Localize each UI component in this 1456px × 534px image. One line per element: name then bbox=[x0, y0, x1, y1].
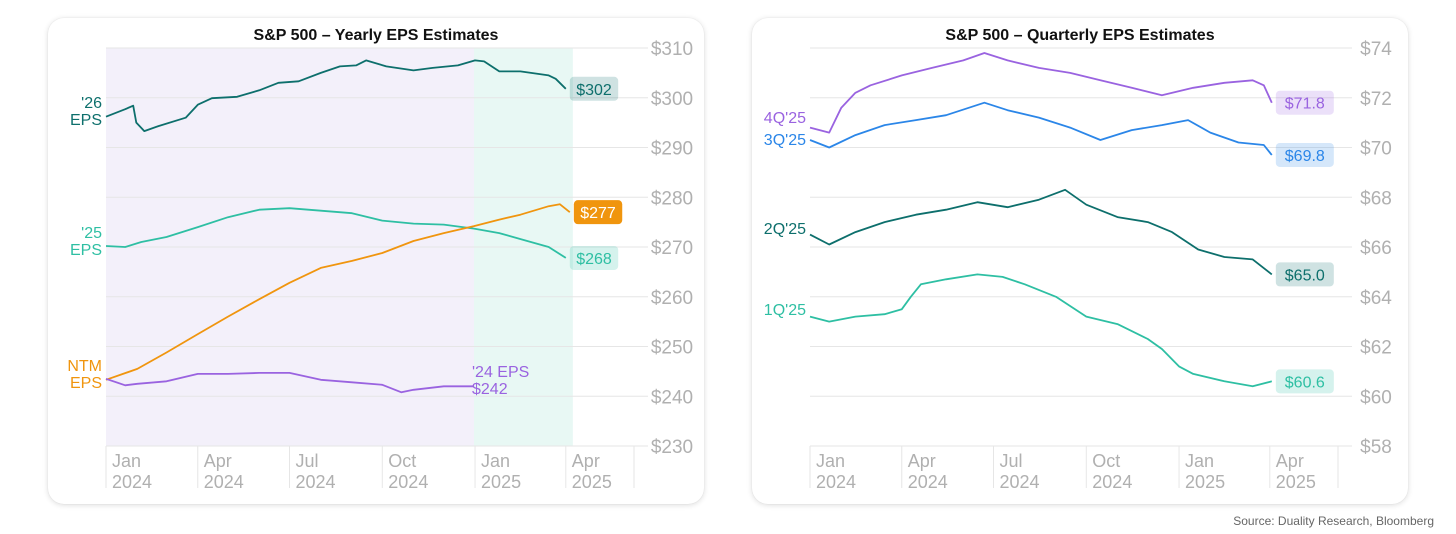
series-line-25-eps bbox=[105, 207, 567, 259]
x-tick-label: 2024 bbox=[1092, 472, 1132, 492]
x-tick-label: Apr bbox=[204, 451, 232, 471]
x-tick-label: 2025 bbox=[481, 472, 521, 492]
y-tick-label: $280 bbox=[651, 188, 693, 209]
x-tick-label: Apr bbox=[572, 451, 600, 471]
x-tick-label: 2025 bbox=[1185, 472, 1225, 492]
end-value-badge bbox=[1275, 142, 1334, 167]
end-value-label-3q-25: $69.8 bbox=[1285, 148, 1325, 165]
x-tick-label: Apr bbox=[908, 451, 936, 471]
end-value-label-4q-25: $71.8 bbox=[1285, 96, 1325, 113]
y-tick-label: $62 bbox=[1360, 338, 1392, 359]
x-tick-label: Oct bbox=[1092, 451, 1120, 471]
x-tick-label: Jan bbox=[481, 451, 510, 471]
series-label-25-eps: '25 EPS bbox=[70, 225, 102, 259]
end-value-badge bbox=[569, 76, 619, 101]
end-value-badge bbox=[1275, 90, 1334, 115]
end-value-badge bbox=[1275, 369, 1334, 394]
x-tick-label: 2024 bbox=[816, 472, 856, 492]
series-label-ntm-eps: NTM EPS bbox=[67, 358, 102, 392]
x-tick-label: 2024 bbox=[908, 472, 948, 492]
y-tick-label: $270 bbox=[651, 238, 693, 259]
y-tick-label: $74 bbox=[1360, 39, 1392, 60]
x-tick-label: Jul bbox=[296, 451, 319, 471]
series-label-line: 3Q'25 bbox=[764, 132, 806, 149]
series-label-line: 2Q'25 bbox=[764, 221, 806, 238]
end-value-label-2q-25: $65.0 bbox=[1285, 267, 1325, 284]
y-tick-label: $66 bbox=[1360, 238, 1392, 259]
x-tick-label: 2024 bbox=[1000, 472, 1040, 492]
series-label-2q-25: 2Q'25 bbox=[764, 221, 806, 238]
y-tick-label: $310 bbox=[651, 39, 693, 60]
x-tick-label: Apr bbox=[1276, 451, 1304, 471]
end-value-label-25-eps: $268 bbox=[576, 251, 612, 268]
series-label-line: EPS bbox=[70, 375, 102, 392]
y-tick-label: $72 bbox=[1360, 89, 1392, 110]
series-label-4q-25: 4Q'25 bbox=[764, 110, 806, 127]
x-tick-label: 2024 bbox=[296, 472, 336, 492]
y-tick-label: $240 bbox=[651, 387, 693, 408]
series-line-24-eps bbox=[105, 372, 474, 394]
y-tick-label: $58 bbox=[1360, 437, 1392, 458]
series-line-4q-25 bbox=[809, 52, 1273, 134]
x-tick-label: 2024 bbox=[204, 472, 244, 492]
series-label-26-eps: '26 EPS bbox=[70, 95, 102, 129]
yearly-eps-chart: S&P 500 – Yearly EPS Estimates $310 $300 $2… bbox=[67, 27, 693, 492]
end-value-badge bbox=[1275, 262, 1334, 287]
series-line-ntm-eps bbox=[105, 203, 571, 381]
chart-title: S&P 500 – Quarterly EPS Estimates bbox=[945, 27, 1214, 44]
y-tick-label: $260 bbox=[651, 288, 693, 309]
series-label-line: EPS bbox=[70, 112, 102, 129]
series-label-line: 4Q'25 bbox=[764, 110, 806, 127]
series-label-line: NTM bbox=[67, 358, 102, 375]
quarterly-eps-chart: S&P 500 – Quarterly EPS Estimates $74 $72 $… bbox=[764, 27, 1392, 492]
quarterly-eps-card: S&P 500 – Quarterly EPS Estimates $74 $72 $… bbox=[752, 18, 1408, 504]
x-tick-label: Jan bbox=[1185, 451, 1214, 471]
series-label-1q-25: 1Q'25 bbox=[764, 302, 806, 319]
series-label-line: '24 EPS bbox=[472, 364, 529, 381]
y-tick-label: $70 bbox=[1360, 139, 1392, 160]
y-tick-label: $290 bbox=[651, 139, 693, 160]
series-label-line: $242 bbox=[472, 381, 508, 398]
y-tick-label: $250 bbox=[651, 338, 693, 359]
source-note: Source: Duality Research, Bloomberg bbox=[1233, 514, 1434, 528]
chart-title: S&P 500 – Yearly EPS Estimates bbox=[254, 27, 499, 44]
x-tick-label: 2024 bbox=[112, 472, 152, 492]
x-tick-label: Jul bbox=[1000, 451, 1023, 471]
x-tick-label: 2024 bbox=[388, 472, 428, 492]
x-tick-label: Oct bbox=[388, 451, 416, 471]
y-tick-label: $60 bbox=[1360, 387, 1392, 408]
x-tick-label: 2025 bbox=[1276, 472, 1316, 492]
end-value-badge bbox=[573, 200, 623, 225]
end-value-badge bbox=[569, 245, 619, 270]
series-label-line: 1Q'25 bbox=[764, 302, 806, 319]
series-label-line: '25 bbox=[81, 225, 102, 242]
series-label-24-eps: '24 EPS $242 bbox=[472, 364, 529, 398]
y-tick-label: $300 bbox=[651, 89, 693, 110]
x-tick-label: Jan bbox=[816, 451, 845, 471]
series-line-1q-25 bbox=[809, 273, 1273, 388]
series-line-2q-25 bbox=[809, 188, 1273, 276]
series-line-3q-25 bbox=[809, 101, 1273, 156]
y-tick-label: $230 bbox=[651, 437, 693, 458]
y-tick-label: $64 bbox=[1360, 288, 1392, 309]
x-tick-label: Jan bbox=[112, 451, 141, 471]
y-tick-label: $68 bbox=[1360, 188, 1392, 209]
yearly-eps-card: S&P 500 – Yearly EPS Estimates $310 $300 $2… bbox=[48, 18, 704, 504]
end-value-label-26-eps: $302 bbox=[576, 82, 612, 99]
series-label-line: EPS bbox=[70, 242, 102, 259]
series-line-26-eps bbox=[105, 59, 567, 132]
end-value-label-1q-25: $60.6 bbox=[1285, 374, 1325, 391]
end-value-label-ntm-eps: $277 bbox=[580, 205, 616, 222]
series-label-3q-25: 3Q'25 bbox=[764, 132, 806, 149]
series-label-line: '26 bbox=[81, 95, 102, 112]
x-tick-label: 2025 bbox=[572, 472, 612, 492]
